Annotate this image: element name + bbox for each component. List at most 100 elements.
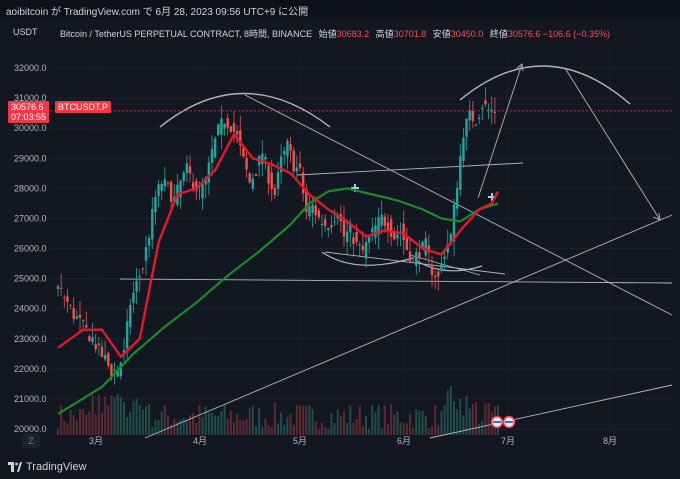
arc-bottom-drawing xyxy=(414,259,483,272)
candle-body xyxy=(330,224,333,228)
candle-body xyxy=(386,222,390,232)
volume-bar xyxy=(471,403,474,435)
candle-body xyxy=(383,216,387,226)
candle-body xyxy=(157,184,160,197)
volume-bar xyxy=(151,427,154,435)
y-tick-label: 23000.0 xyxy=(14,334,47,344)
trend-line xyxy=(144,214,673,439)
volume-bar xyxy=(101,412,103,435)
volume-bar xyxy=(170,424,173,435)
candle-body xyxy=(129,304,132,328)
candle-body xyxy=(273,188,277,195)
candle-body xyxy=(235,131,239,135)
zoom-button[interactable]: Z xyxy=(22,434,40,448)
candle-body xyxy=(468,110,471,121)
candle-body xyxy=(75,316,79,319)
y-tick-label: 31000.0 xyxy=(14,93,47,103)
candle-body xyxy=(245,157,248,170)
symbol-tag: BTCUSDT.P xyxy=(55,101,112,113)
volume-bar xyxy=(251,406,254,435)
candle-body xyxy=(242,147,245,157)
legend-low-value: 30450.0 xyxy=(450,29,484,39)
volume-bar xyxy=(66,423,69,435)
y-tick-label: 21000.0 xyxy=(14,394,47,404)
y-tick-label: 24000.0 xyxy=(14,304,47,314)
candle-body xyxy=(88,336,91,342)
chart-area[interactable]: 32000.0 31000.0 30000.0 29000.0 28000.0 27000… xyxy=(0,20,680,460)
candle-body xyxy=(317,210,321,218)
arc-top-drawing xyxy=(159,92,331,128)
price-chart[interactable]: 32000.0 31000.0 30000.0 29000.0 28000.0 27000… xyxy=(0,20,680,460)
volume-bar xyxy=(368,428,371,435)
volume-bar xyxy=(242,420,245,435)
candle-body xyxy=(220,118,223,135)
candle-body xyxy=(276,172,280,189)
volume-bar xyxy=(468,408,471,435)
volume-bar xyxy=(365,416,367,435)
volume-bar xyxy=(107,405,110,435)
volume-bar xyxy=(270,426,273,435)
candle-body xyxy=(283,150,286,155)
candle-body xyxy=(477,117,481,119)
volume-bar xyxy=(123,401,125,435)
volume-bar xyxy=(167,415,169,435)
arrow-head xyxy=(652,212,661,221)
publisher-text: aoibitcoin が TradingView.com で 6月 28, 20… xyxy=(6,6,309,18)
candle-body xyxy=(455,187,459,209)
candle-body xyxy=(151,209,154,240)
volume-bar xyxy=(63,421,66,435)
candle-body xyxy=(85,325,88,328)
bar-countdown: 07:03:55 xyxy=(11,112,47,122)
volume-bar xyxy=(295,405,298,435)
candle-body xyxy=(443,256,446,260)
candle-body xyxy=(154,196,157,213)
volume-bar xyxy=(163,404,166,435)
candle-body xyxy=(213,138,217,157)
candle-body xyxy=(355,231,358,243)
volume-bar xyxy=(113,396,116,435)
volume-bar xyxy=(431,426,433,435)
candle-body xyxy=(289,143,292,151)
candle-body xyxy=(160,183,163,191)
legend-close-value: 30576.6 xyxy=(507,29,541,39)
legend-close-label: 終値 xyxy=(489,29,508,39)
trend-line xyxy=(429,384,673,439)
volume-bar xyxy=(459,398,462,435)
volume-bar xyxy=(302,405,305,435)
arrow-line xyxy=(477,63,523,199)
candle-body xyxy=(311,204,314,214)
volume-bar xyxy=(198,405,201,435)
candle-body xyxy=(342,218,346,237)
volume-bar xyxy=(399,422,402,435)
volume-bar xyxy=(443,405,446,435)
volume-bar xyxy=(377,405,380,435)
volume-bar xyxy=(179,419,182,435)
candle-body xyxy=(493,111,497,114)
volume-bar xyxy=(405,423,408,435)
candle-body xyxy=(56,286,60,290)
volume-bar xyxy=(239,419,242,435)
volume-bar xyxy=(292,425,295,435)
candle-body xyxy=(195,181,198,191)
candle-body xyxy=(226,118,229,128)
candle-body xyxy=(367,236,371,243)
candle-body xyxy=(229,126,233,132)
candle-body xyxy=(254,174,258,176)
volume-bar xyxy=(141,409,144,435)
candle-body xyxy=(349,223,352,233)
candle-body xyxy=(191,182,195,190)
legend-low-label: 安値 xyxy=(432,29,451,39)
candle-body xyxy=(169,182,173,202)
volume-bar xyxy=(352,422,355,435)
candle-body xyxy=(345,231,349,243)
volume-bar xyxy=(233,422,235,435)
candle-body xyxy=(185,163,189,174)
volume-bar xyxy=(317,428,320,435)
candle-body xyxy=(314,205,317,216)
volume-bar xyxy=(475,402,477,435)
volume-bar xyxy=(258,407,261,435)
candle-body xyxy=(232,123,236,132)
x-tick-label: 8月 xyxy=(603,436,617,446)
x-tick-label: 4月 xyxy=(193,436,207,446)
event-flag-icon xyxy=(493,421,501,423)
